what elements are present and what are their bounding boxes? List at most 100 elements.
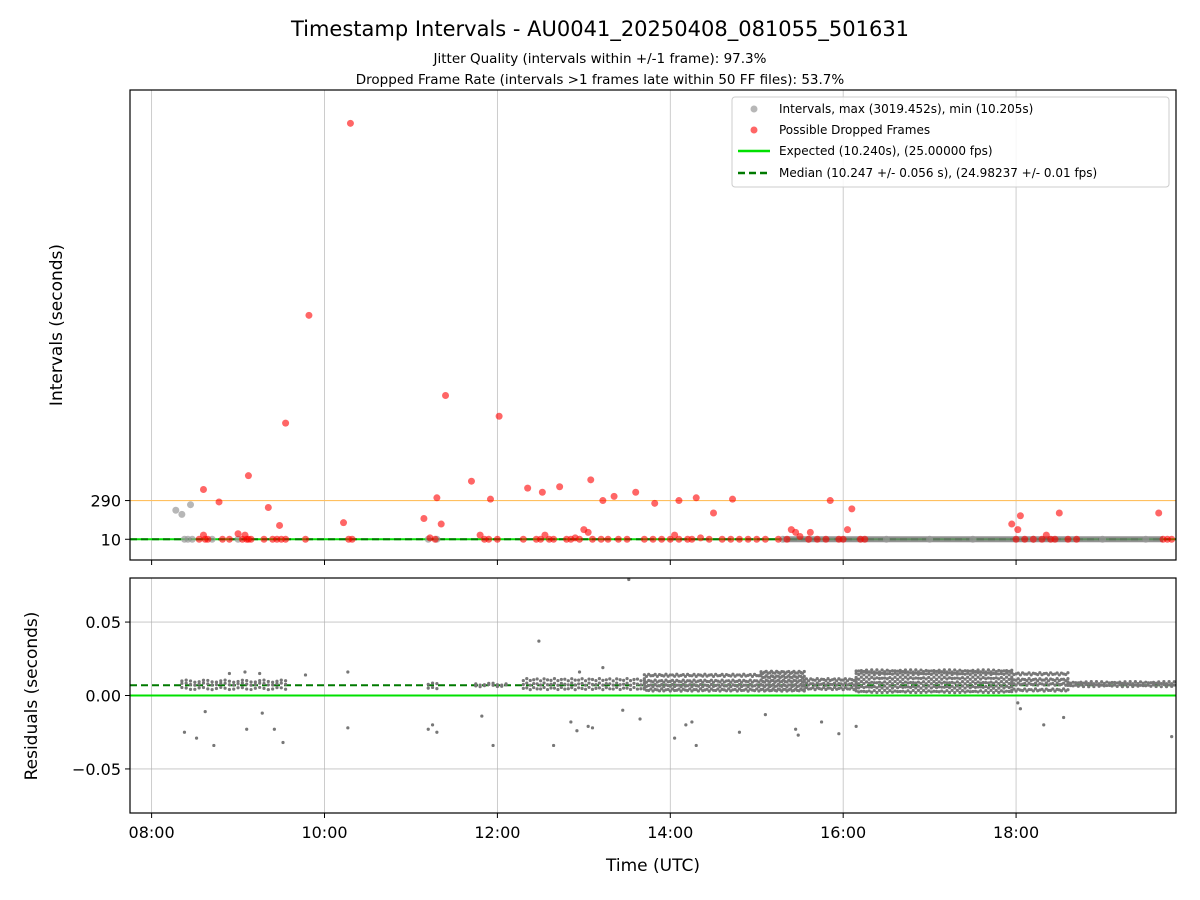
residual-point: [284, 682, 288, 686]
residual-point: [1172, 680, 1176, 684]
residual-point: [1097, 684, 1101, 688]
residual-point: [1007, 682, 1011, 686]
residual-point: [1115, 684, 1119, 689]
residual-point: [1004, 679, 1009, 684]
residual-point: [1010, 668, 1014, 672]
residual-point: [1120, 681, 1125, 686]
residual-point: [559, 677, 563, 682]
residual-point: [1097, 682, 1101, 686]
residual-point: [862, 677, 866, 681]
residual-point: [1125, 682, 1130, 686]
residual-point: [1164, 685, 1169, 689]
residual-point: [193, 683, 197, 687]
dropped-frame-point: [587, 476, 595, 484]
residual-point: [597, 677, 602, 681]
residual-point: [1066, 683, 1070, 687]
residual-point: [898, 684, 902, 689]
residual-point: [960, 669, 965, 673]
residual-point: [478, 683, 482, 687]
residual-point: [258, 685, 262, 690]
residual-point: [604, 685, 608, 690]
residual-point: [649, 683, 653, 687]
residual-point: [942, 668, 946, 672]
residual-point: [649, 687, 653, 691]
residual-point: [566, 683, 570, 687]
residual-point: [729, 680, 733, 684]
residual-point: [832, 681, 837, 685]
residual-point: [651, 685, 655, 689]
residual-point: [279, 678, 283, 682]
residual-point: [504, 682, 508, 686]
residual-point: [193, 680, 197, 684]
residual-point: [966, 675, 970, 679]
residual-point: [927, 689, 931, 693]
dropped-frame-point: [826, 497, 834, 505]
interval-point: [1099, 535, 1107, 543]
residual-point: [883, 680, 887, 684]
residual-point: [916, 670, 920, 674]
residual-point: [971, 675, 975, 679]
residual-point: [968, 682, 972, 686]
residual-point: [1157, 680, 1161, 684]
residual-point: [528, 687, 532, 692]
residual-point: [1110, 684, 1114, 688]
residual-point: [683, 674, 688, 679]
chart-subtitle-dropped: Dropped Frame Rate (intervals >1 frames …: [356, 72, 845, 88]
residual-point: [880, 668, 884, 672]
residual-point: [1138, 683, 1143, 687]
residual-point: [720, 678, 724, 682]
residual-point: [552, 686, 557, 690]
residual-point: [549, 678, 553, 682]
residual-point: [870, 671, 874, 675]
residual-point: [896, 673, 900, 677]
residual-point: [979, 670, 983, 674]
residual-point: [971, 684, 975, 689]
residual-point: [718, 680, 722, 684]
residual-point: [604, 682, 608, 686]
residual-point: [203, 710, 207, 714]
residual-point: [890, 690, 895, 694]
residual-point: [950, 670, 954, 674]
residual-point: [201, 678, 206, 682]
residual-point: [824, 679, 828, 683]
residuals-panel: 0.05 0.00 −0.05 08:00 10:00 12:00 14:00 16:00 1…: [22, 577, 1177, 876]
x-axis-label: Time (UTC): [605, 856, 700, 876]
residual-point: [635, 677, 640, 681]
residual-point: [971, 689, 975, 694]
residual-point: [1113, 683, 1117, 687]
residual-point: [249, 687, 253, 692]
residual-point: [556, 683, 560, 687]
residual-point: [266, 679, 270, 684]
residual-point: [1046, 679, 1051, 683]
residual-point: [999, 671, 1003, 676]
residual-point: [1002, 682, 1006, 686]
residual-point: [262, 678, 266, 682]
residual-point: [651, 680, 655, 684]
residual-point: [219, 685, 223, 690]
residual-point: [890, 672, 895, 676]
residual-point: [258, 681, 262, 685]
residual-point: [973, 685, 978, 689]
residual-point: [611, 679, 615, 683]
residual-point: [580, 686, 584, 691]
residual-point: [716, 683, 720, 687]
residual-point: [898, 680, 902, 684]
residual-point: [583, 687, 588, 691]
residual-point: [934, 682, 939, 686]
residual-point: [813, 688, 817, 692]
residual-point: [932, 684, 936, 688]
residual-point: [875, 681, 879, 685]
residual-point: [718, 689, 722, 693]
residual-point: [945, 685, 949, 689]
residual-point: [180, 685, 184, 690]
residual-point: [966, 689, 970, 693]
residual-point: [184, 678, 188, 682]
residual-point: [942, 671, 946, 675]
residual-point: [883, 670, 887, 674]
residual-point: [586, 724, 590, 728]
residual-point: [625, 681, 629, 685]
residual-point: [1102, 684, 1106, 688]
residual-point: [1016, 677, 1020, 681]
residual-point: [1010, 685, 1014, 689]
